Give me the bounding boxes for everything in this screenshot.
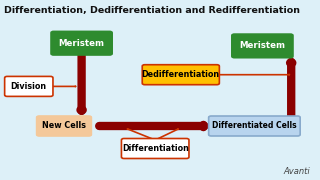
Text: Differentiation: Differentiation	[122, 144, 188, 153]
FancyBboxPatch shape	[37, 116, 92, 136]
Text: Differentiated Cells: Differentiated Cells	[212, 122, 297, 130]
Text: New Cells: New Cells	[42, 122, 86, 130]
FancyBboxPatch shape	[4, 76, 53, 96]
FancyBboxPatch shape	[142, 65, 220, 85]
Text: Meristem: Meristem	[239, 41, 285, 50]
Text: Dedifferentiation: Dedifferentiation	[142, 70, 220, 79]
Text: Division: Division	[11, 82, 47, 91]
FancyBboxPatch shape	[121, 139, 189, 159]
Text: Meristem: Meristem	[59, 39, 105, 48]
FancyBboxPatch shape	[232, 34, 293, 58]
Text: Differentiation, Dedifferentiation and Redifferentiation: Differentiation, Dedifferentiation and R…	[4, 6, 300, 15]
Text: Avanti: Avanti	[284, 167, 310, 176]
FancyBboxPatch shape	[209, 116, 300, 136]
FancyBboxPatch shape	[51, 31, 112, 55]
